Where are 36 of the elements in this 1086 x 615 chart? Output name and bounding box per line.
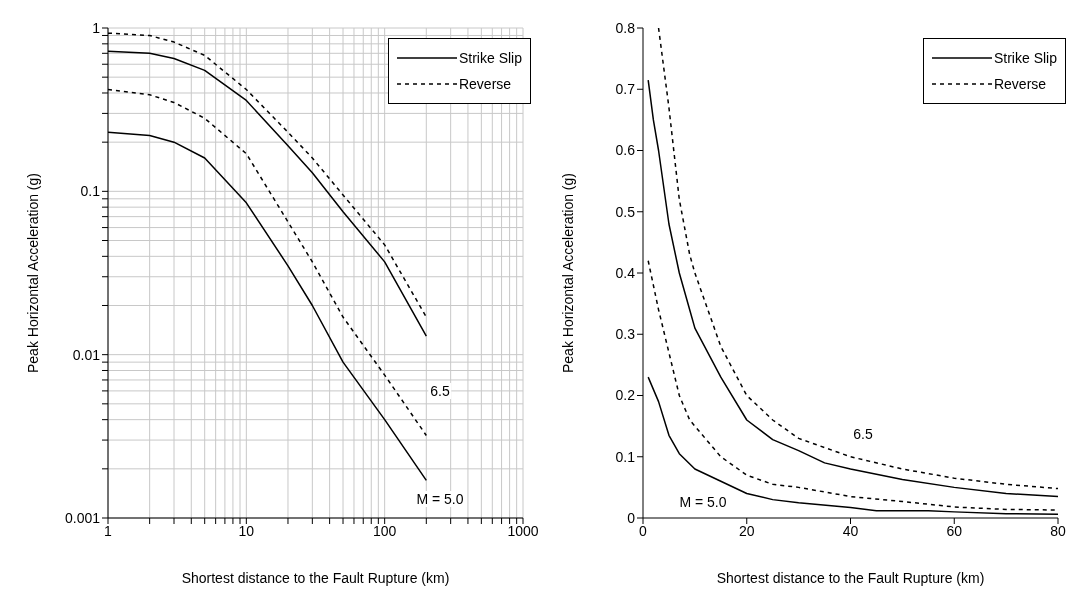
y-tick-label: 0.6 bbox=[615, 142, 636, 159]
x-tick-label: 0 bbox=[639, 522, 648, 539]
y-tick-label: 1 bbox=[92, 19, 101, 36]
y-tick-label: 0.7 bbox=[615, 81, 636, 98]
y-tick-label: 0.2 bbox=[615, 387, 636, 404]
annotation: 6.5 bbox=[428, 383, 452, 399]
y-tick-label: 0.1 bbox=[80, 183, 101, 200]
y-tick-label: 0.5 bbox=[615, 203, 636, 220]
annotation: M = 5.0 bbox=[414, 491, 466, 507]
y-tick-label: 0 bbox=[627, 509, 636, 526]
y-tick-label: 0.8 bbox=[615, 19, 636, 36]
y-tick-label: 0.001 bbox=[64, 509, 101, 526]
y-tick-label: 0.4 bbox=[615, 264, 636, 281]
y-tick-label: 0.3 bbox=[615, 326, 636, 343]
x-axis-title: Shortest distance to the Fault Rupture (km) bbox=[716, 570, 985, 586]
line-series bbox=[647, 376, 1058, 516]
y-axis-title: Peak Horizontal Acceleration (g) bbox=[559, 173, 576, 373]
annotation: 6.5 bbox=[851, 426, 875, 442]
x-tick-label: 80 bbox=[1050, 522, 1066, 539]
legend-label: Strike Slip bbox=[993, 50, 1057, 66]
legend-label: Reverse bbox=[458, 76, 512, 92]
x-tick-label: 20 bbox=[738, 522, 755, 539]
x-tick-label: 1000 bbox=[507, 522, 539, 539]
x-tick-label: 40 bbox=[842, 522, 859, 539]
x-tick-label: 60 bbox=[946, 522, 963, 539]
legend-label: Reverse bbox=[993, 76, 1047, 92]
y-tick-label: 0.01 bbox=[72, 346, 101, 363]
legend-label: Strike Slip bbox=[458, 50, 522, 66]
x-axis-title: Shortest distance to the Fault Rupture (km) bbox=[181, 570, 450, 586]
y-axis-title: Peak Horizontal Acceleration (g) bbox=[24, 173, 41, 373]
y-tick-label: 0.1 bbox=[615, 448, 636, 465]
line-series bbox=[647, 260, 1058, 511]
x-tick-label: 100 bbox=[372, 522, 397, 539]
x-tick-label: 10 bbox=[238, 522, 255, 539]
x-tick-label: 1 bbox=[104, 522, 113, 539]
annotation: M = 5.0 bbox=[677, 494, 729, 510]
